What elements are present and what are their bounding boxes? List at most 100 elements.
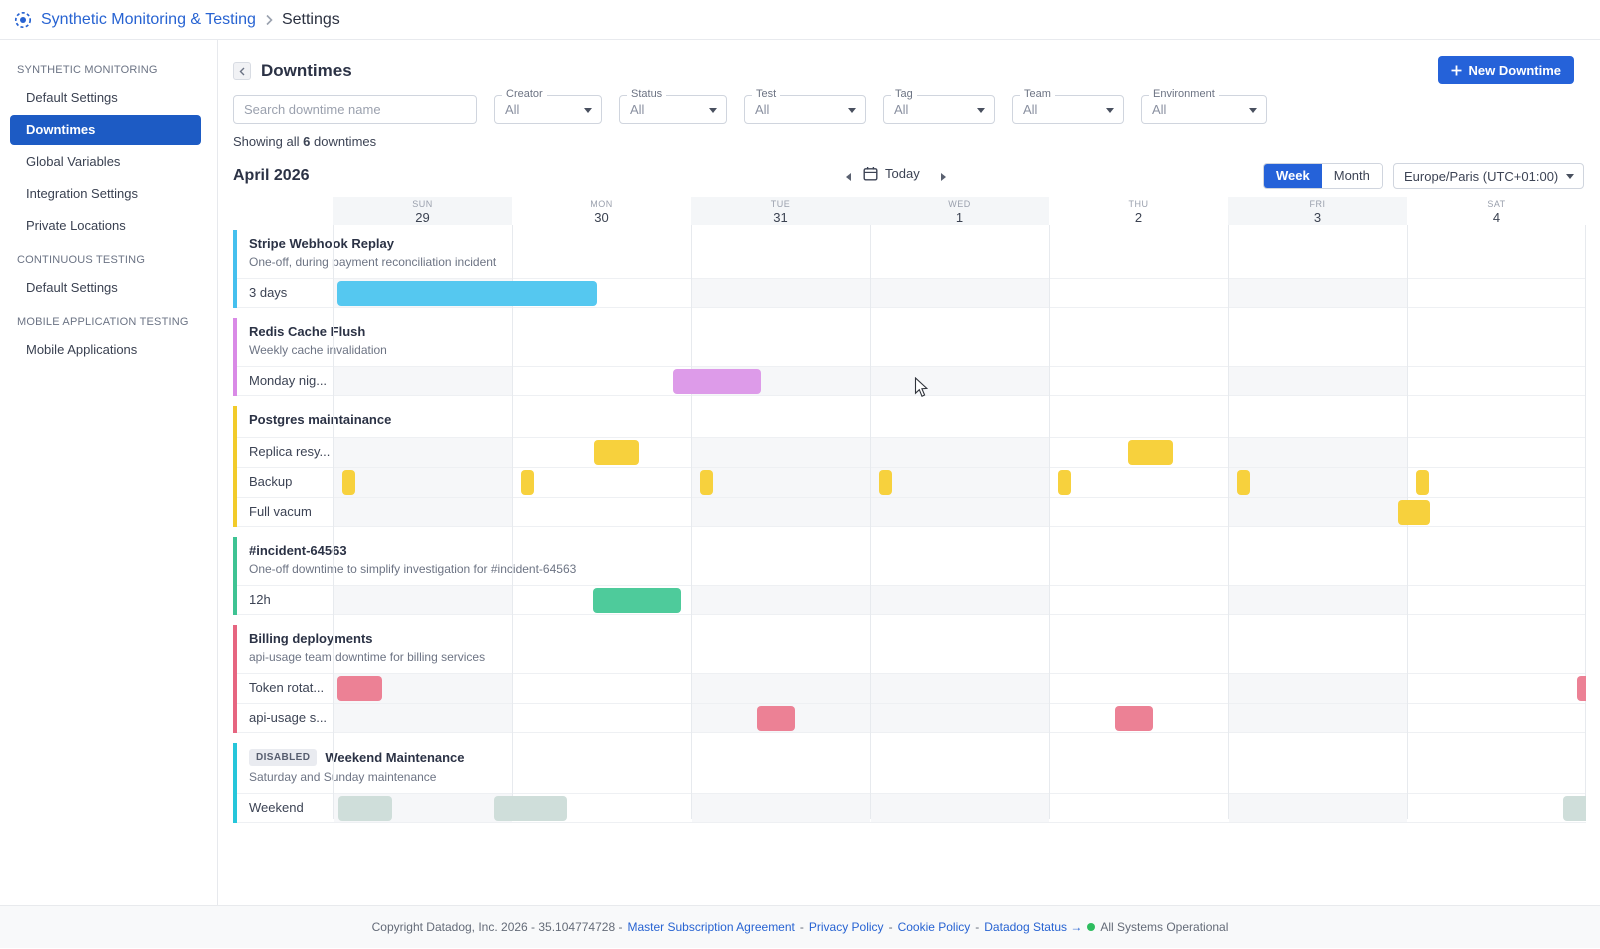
day-column-header: FRI 3 — [1228, 197, 1407, 225]
sidebar-nav: SYNTHETIC MONITORING Default Settings Down… — [0, 40, 218, 905]
day-column-header: SAT 4 — [1407, 197, 1586, 225]
view-toggle-week[interactable]: Week — [1264, 164, 1322, 188]
group-title: Weekend Maintenance — [325, 750, 465, 765]
group-header: Stripe Webhook Replay — [237, 236, 1586, 255]
calendar-header: April 2026 Today Week — [233, 162, 1586, 190]
downtime-group-incident-64563: #incident-64563 One-off downtime to simpl… — [233, 537, 1586, 615]
day-cell — [871, 279, 1049, 307]
sidebar-item-integration-settings[interactable]: Integration Settings — [26, 186, 139, 201]
downtime-groups: Stripe Webhook Replay One-off, during pay… — [233, 230, 1586, 823]
timezone-select[interactable]: Europe/Paris (UTC+01:00) — [1393, 163, 1584, 189]
footer-separator: - — [975, 920, 980, 934]
sidebar-item-default-settings[interactable]: Default Settings — [26, 280, 118, 295]
footer-link-privacy-policy[interactable]: Privacy Policy — [808, 920, 884, 934]
day-cell — [871, 468, 1049, 497]
day-cell — [692, 438, 870, 467]
downtime-row-cells — [333, 586, 1586, 614]
prev-week-button[interactable] — [844, 170, 852, 185]
day-cell — [1229, 586, 1407, 614]
downtime-bar[interactable] — [1563, 796, 1586, 821]
downtime-bar[interactable] — [1058, 470, 1071, 495]
collapse-panel-button[interactable] — [233, 62, 251, 80]
group-subtitle: api-usage team downtime for billing serv… — [249, 650, 486, 664]
group-title: Postgres maintainance — [249, 412, 392, 427]
day-name-label: FRI — [1309, 199, 1326, 209]
downtime-bar[interactable] — [494, 796, 567, 821]
day-header-row: SUN 29 MON 30 TUE 31 WED 1 THU 2 FRI 3 SAT 4 — [333, 197, 1586, 225]
downtime-bar[interactable] — [1237, 470, 1250, 495]
day-column-header: TUE 31 — [691, 197, 870, 225]
downtime-bar[interactable] — [338, 796, 392, 821]
day-cell — [692, 794, 870, 822]
downtime-bar[interactable] — [521, 470, 534, 495]
downtime-row: Backup — [237, 467, 1586, 497]
downtime-bar[interactable] — [879, 470, 892, 495]
day-cell — [334, 498, 512, 526]
downtime-bar[interactable] — [594, 440, 639, 465]
footer-separator: - — [888, 920, 893, 934]
downtime-group-weekend-maintenance: DISABLED Weekend Maintenance Saturday and … — [233, 743, 1586, 823]
filter-value: All — [630, 102, 645, 117]
sidebar-section-title: CONTINUOUS TESTING — [17, 254, 146, 266]
month-label: April 2026 — [233, 167, 310, 184]
new-downtime-button[interactable]: New Downtime — [1437, 56, 1574, 84]
downtime-row-cells — [333, 704, 1586, 732]
day-cell — [871, 794, 1049, 822]
view-toggle-month[interactable]: Month — [1321, 164, 1382, 188]
downtime-bar[interactable] — [700, 470, 713, 495]
downtime-bar[interactable] — [1115, 706, 1153, 731]
day-cell — [692, 498, 870, 526]
downtime-bar[interactable] — [1128, 440, 1173, 465]
day-cell — [334, 367, 512, 395]
day-cell — [871, 438, 1049, 467]
filter-test[interactable]: Test All — [744, 88, 866, 124]
today-button[interactable]: Today — [863, 166, 920, 181]
day-cell — [1229, 704, 1407, 732]
filter-tag[interactable]: Tag All — [883, 88, 995, 124]
plus-icon — [1451, 65, 1462, 76]
filter-label: Status — [627, 88, 667, 100]
downtime-bar[interactable] — [337, 676, 382, 701]
downtime-row: Token rotat... — [237, 673, 1586, 703]
downtime-bar[interactable] — [337, 281, 597, 306]
sidebar-item-private-locations[interactable]: Private Locations — [26, 218, 126, 233]
sidebar-item-downtimes[interactable]: Downtimes — [10, 115, 201, 145]
sidebar-item-default-settings[interactable]: Default Settings — [26, 90, 118, 105]
downtime-row-label: api-usage s... — [249, 710, 328, 725]
next-week-button[interactable] — [940, 170, 948, 185]
day-cell — [692, 674, 870, 703]
day-number-label: 29 — [415, 210, 430, 225]
filter-label: Creator — [502, 88, 547, 100]
downtime-count: 6 — [303, 134, 311, 149]
filter-team[interactable]: Team All — [1012, 88, 1124, 124]
downtime-bar[interactable] — [593, 588, 681, 613]
sidebar-item-mobile-applications[interactable]: Mobile Applications — [26, 342, 138, 357]
downtime-row-cells — [333, 794, 1586, 822]
sidebar-item-global-variables[interactable]: Global Variables — [26, 154, 121, 169]
view-toggle: Week Month — [1263, 163, 1383, 189]
footer-link-datadog-status[interactable]: Datadog Status → — [984, 920, 1083, 934]
downtime-bar[interactable] — [342, 470, 355, 495]
filter-status[interactable]: Status All — [619, 88, 727, 124]
status-dot-icon — [1087, 923, 1096, 931]
downtime-bar[interactable] — [1577, 676, 1586, 701]
day-cell — [1229, 498, 1407, 526]
filter-creator[interactable]: Creator All — [494, 88, 602, 124]
footer-link-master-subscription-agreement[interactable]: Master Subscription Agreement — [627, 920, 795, 934]
day-cell — [334, 586, 512, 614]
downtime-bar[interactable] — [1398, 500, 1430, 525]
group-header: DISABLED Weekend Maintenance — [237, 749, 1586, 770]
downtime-bar[interactable] — [1416, 470, 1429, 495]
breadcrumb-app-link[interactable]: Synthetic Monitoring & Testing — [41, 10, 256, 28]
downtime-bar[interactable] — [673, 369, 761, 394]
downtime-bar[interactable] — [757, 706, 795, 731]
filter-environment[interactable]: Environment All — [1141, 88, 1267, 124]
day-cell — [871, 367, 1049, 395]
calendar-grid: SUN 29 MON 30 TUE 31 WED 1 THU 2 FRI 3 SAT 4 Stripe W… — [233, 197, 1586, 823]
day-cell — [871, 674, 1049, 703]
downtime-row-cells — [333, 438, 1586, 467]
footer-link-cookie-policy[interactable]: Cookie Policy — [897, 920, 971, 934]
search-input[interactable] — [233, 95, 477, 124]
day-cell — [1229, 438, 1407, 467]
day-cell — [334, 704, 512, 732]
